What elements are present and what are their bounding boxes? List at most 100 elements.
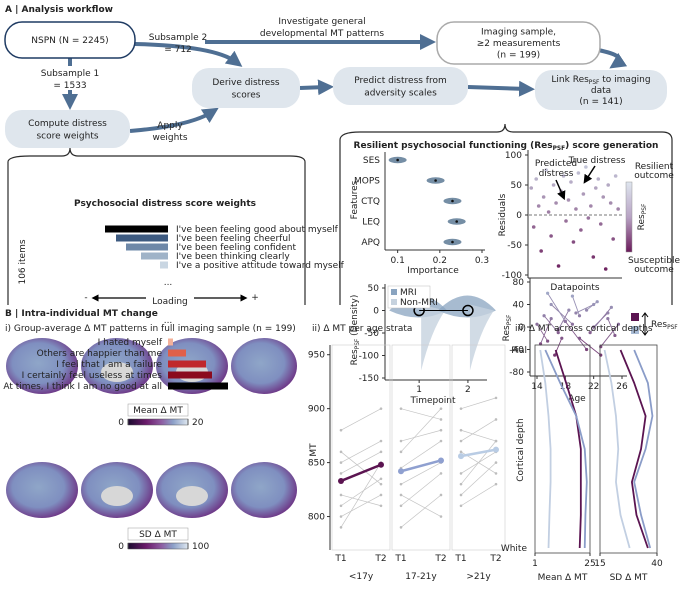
trajectory [540, 318, 552, 345]
trajectory-point [609, 305, 613, 309]
residual-point [546, 210, 551, 214]
text-segment: Non-MRI [400, 298, 438, 308]
brain [6, 462, 78, 518]
text-segment: -100 [502, 271, 523, 281]
colorbar [127, 542, 189, 550]
y-tick-label: MOPS [354, 176, 380, 186]
residual-point [554, 201, 558, 205]
text-segment: CTQ [361, 197, 380, 207]
edge-label: Subsample 2 [149, 33, 207, 43]
median-dot [451, 199, 454, 203]
node-text: scores [232, 90, 261, 100]
y-tick-label: Pial [511, 346, 527, 356]
individual-point [494, 396, 498, 400]
median-dot [451, 240, 454, 244]
subscript: PSF [642, 203, 648, 214]
node-text: data [591, 86, 611, 96]
y-tick-label: 950 [308, 350, 325, 360]
mean-point [493, 446, 499, 453]
brain [6, 338, 78, 394]
text-segment: = 712 [164, 45, 192, 55]
text-segment: 0.2 [433, 256, 447, 266]
text-segment: I hated myself [98, 338, 163, 348]
arrow [597, 48, 628, 69]
text-segment: T2 [374, 554, 386, 564]
brain [231, 462, 297, 518]
individual-line [400, 408, 442, 453]
colorbar-label-box [127, 527, 189, 541]
colorbar [127, 418, 189, 426]
individual-point [439, 418, 443, 421]
residual-point [566, 198, 571, 202]
individual-line [400, 494, 442, 528]
y-tick-label: 0 [373, 306, 379, 316]
node-text: (n = 199) [497, 50, 540, 60]
loading-bar [168, 338, 173, 346]
x-tick-label: 2 [465, 385, 471, 395]
text-segment: At times, I think I am no good at all [3, 382, 162, 392]
y-tick-label: 0 [518, 323, 524, 333]
axis-label: Timepoint [410, 396, 456, 406]
individual-line [400, 440, 442, 469]
text-segment: SD Δ MT [139, 530, 177, 540]
annotation-arrow [583, 165, 596, 184]
text-segment: Predict distress from [354, 75, 447, 85]
x-tick-label: 15 [594, 559, 605, 569]
individual-point [399, 526, 403, 529]
y-tick-label: 850 [308, 458, 325, 468]
text-segment: Apply [157, 121, 183, 131]
axis-label: Residuals [498, 193, 508, 236]
colorbar-label-box [127, 403, 189, 417]
legend-swatch [631, 326, 639, 334]
text-segment: 0.1 [390, 256, 404, 266]
mean-line [340, 463, 382, 483]
loading-bar [168, 382, 228, 390]
trajectory-point [546, 339, 550, 343]
text-segment: SD Δ MT [610, 573, 648, 583]
axis-label: Features [350, 180, 360, 219]
text-segment: 1 [416, 385, 422, 395]
y-tick-label: LEQ [362, 217, 380, 227]
brace-right [339, 123, 673, 305]
violin-shape [469, 304, 494, 371]
x-tick-label: T1 [394, 554, 406, 564]
depth-curve [554, 349, 582, 549]
annotation-arrow [555, 179, 566, 201]
residual-point [539, 249, 543, 253]
individual-point [379, 493, 383, 497]
loading-bar [141, 252, 168, 260]
x-tick-label: 14 [531, 382, 543, 392]
loading-bar [160, 261, 168, 269]
brains [6, 338, 297, 518]
text-segment: MOPS [354, 176, 380, 186]
x-tick-label: T1 [334, 554, 346, 564]
edge-label: Investigate general [278, 17, 365, 27]
text-segment: 900 [308, 404, 325, 414]
item-label: I've been feeling confident [176, 243, 297, 253]
individual-line [340, 462, 382, 528]
arrow [467, 80, 535, 97]
colorbar-tick-label: 0 [118, 542, 124, 552]
individual-line [460, 483, 497, 507]
text-segment: T1 [334, 554, 346, 564]
node-text: score weights [36, 131, 98, 141]
flow-node [192, 68, 300, 108]
item-label: I certainly feel useless at times [22, 371, 163, 381]
text-segment: 0 [118, 542, 124, 552]
node-text: Derive distress [212, 77, 280, 87]
text-segment: I've been feeling good about myself [176, 225, 339, 235]
subscript: PSF [507, 314, 513, 325]
subpanel-title: Psychosocial distress score weights [74, 199, 256, 209]
residual-point [596, 177, 601, 181]
individual-point [459, 407, 463, 410]
item-label: I've been feeling cheerful [176, 234, 291, 244]
text-segment: 40 [513, 300, 525, 310]
text-segment: 0.3 [475, 256, 489, 266]
individual-point [459, 439, 463, 443]
text-segment: (Density) [350, 295, 360, 339]
text-segment: outcome [634, 265, 674, 275]
individual-point [399, 482, 403, 486]
individual-line [460, 419, 497, 442]
item-label: I've been feeling good about myself [176, 225, 339, 235]
y-tick-label: 50 [368, 284, 380, 294]
